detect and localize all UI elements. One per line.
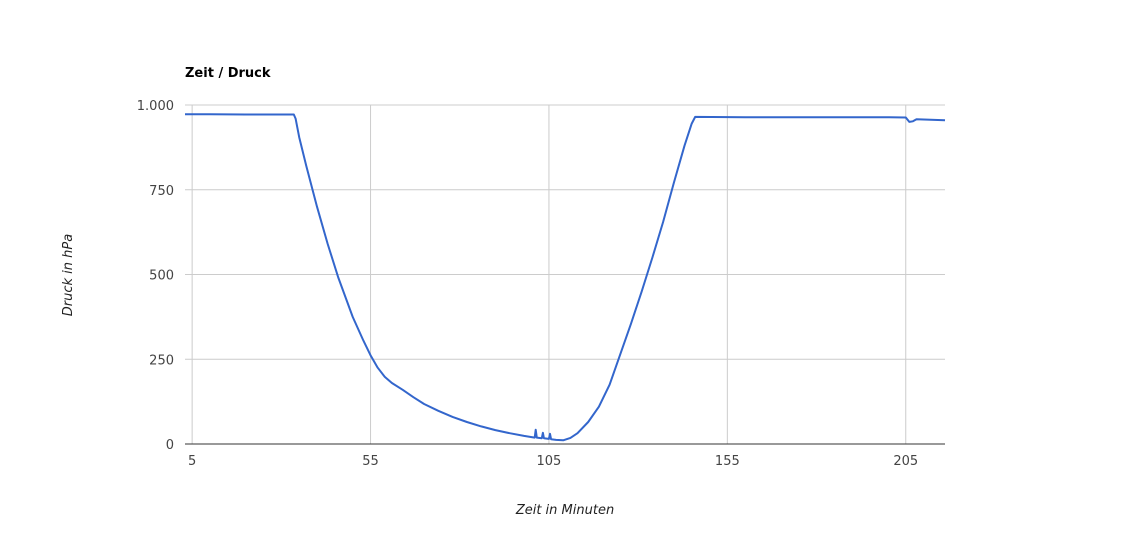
- x-tick-label: 5: [188, 454, 196, 469]
- x-tick-label: 205: [893, 454, 918, 469]
- x-tick-label: 105: [537, 454, 562, 469]
- y-tick-label: 500: [149, 269, 174, 284]
- chart-title: Zeit / Druck: [185, 66, 271, 81]
- grid-lines: [185, 104, 945, 444]
- y-tick-label: 250: [149, 353, 174, 368]
- series-line: [185, 113, 946, 442]
- y-tick-label: 1.000: [137, 99, 174, 114]
- x-axis-title: Zeit in Minuten: [515, 503, 614, 518]
- series-layer: [185, 113, 946, 442]
- x-tick-label: 55: [362, 454, 379, 469]
- y-tick-label: 750: [149, 184, 174, 199]
- y-axis-title: Druck in hPa: [61, 234, 76, 316]
- y-tick-label: 0: [166, 438, 174, 453]
- x-tick-label: 155: [715, 454, 740, 469]
